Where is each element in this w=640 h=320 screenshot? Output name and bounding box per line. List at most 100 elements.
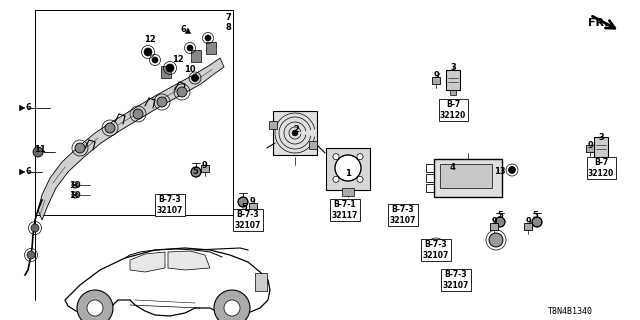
- Circle shape: [224, 300, 240, 316]
- Circle shape: [75, 143, 85, 153]
- Text: FR.: FR.: [588, 18, 609, 28]
- Circle shape: [191, 75, 198, 82]
- Text: B-7
32120: B-7 32120: [588, 158, 614, 178]
- Bar: [342, 188, 354, 196]
- Text: 3: 3: [450, 63, 456, 73]
- Bar: [524, 223, 532, 230]
- Circle shape: [191, 167, 201, 177]
- Circle shape: [333, 176, 339, 182]
- Circle shape: [292, 130, 298, 136]
- Text: 9: 9: [250, 197, 256, 206]
- Text: B-7
32120: B-7 32120: [440, 100, 466, 120]
- Circle shape: [335, 155, 361, 181]
- Bar: [206, 42, 216, 54]
- Text: 10: 10: [69, 190, 81, 199]
- Circle shape: [74, 184, 76, 186]
- Circle shape: [105, 123, 115, 133]
- Circle shape: [74, 194, 76, 196]
- Circle shape: [214, 290, 250, 320]
- Bar: [432, 77, 440, 84]
- Circle shape: [238, 197, 248, 207]
- Text: 6: 6: [180, 26, 186, 35]
- Text: B-7-3
32107: B-7-3 32107: [443, 270, 469, 290]
- Text: 7: 7: [225, 13, 231, 22]
- Bar: [426, 184, 434, 192]
- Bar: [594, 137, 608, 157]
- Text: 10: 10: [69, 180, 81, 189]
- Text: 3: 3: [598, 133, 604, 142]
- Polygon shape: [168, 251, 210, 270]
- Bar: [35, 10, 233, 215]
- Circle shape: [357, 154, 363, 160]
- Bar: [35, 10, 233, 215]
- Bar: [426, 164, 434, 172]
- Circle shape: [133, 109, 143, 119]
- Bar: [309, 141, 317, 149]
- Bar: [440, 164, 492, 188]
- Text: 6: 6: [25, 103, 31, 113]
- Bar: [201, 165, 209, 172]
- Circle shape: [333, 154, 339, 160]
- Circle shape: [31, 224, 39, 232]
- Polygon shape: [38, 58, 224, 220]
- Bar: [598, 157, 604, 162]
- Polygon shape: [130, 252, 165, 272]
- Circle shape: [33, 147, 43, 157]
- Bar: [273, 111, 317, 155]
- Circle shape: [166, 64, 174, 72]
- Text: B-7-3
32107: B-7-3 32107: [423, 240, 449, 260]
- Bar: [426, 174, 434, 182]
- Circle shape: [177, 87, 187, 97]
- Bar: [446, 70, 460, 90]
- Text: 4: 4: [450, 163, 456, 172]
- Bar: [161, 66, 171, 78]
- Text: 5: 5: [192, 167, 198, 177]
- Bar: [490, 223, 498, 230]
- Circle shape: [489, 233, 503, 247]
- Text: 6: 6: [25, 167, 31, 177]
- Circle shape: [87, 300, 103, 316]
- Circle shape: [77, 290, 113, 320]
- Bar: [434, 159, 502, 197]
- Text: 8: 8: [225, 23, 231, 33]
- Circle shape: [357, 176, 363, 182]
- Text: 1: 1: [345, 170, 351, 179]
- Polygon shape: [19, 169, 25, 175]
- Circle shape: [495, 217, 505, 227]
- Polygon shape: [65, 248, 270, 316]
- Text: 5: 5: [497, 212, 503, 220]
- Text: B-7-1
32117: B-7-1 32117: [332, 200, 358, 220]
- Text: 9: 9: [491, 218, 497, 227]
- Text: 9: 9: [433, 70, 439, 79]
- Text: 5: 5: [241, 204, 247, 212]
- Bar: [326, 148, 370, 190]
- Text: 12: 12: [172, 55, 184, 65]
- Text: 13: 13: [494, 167, 506, 177]
- Bar: [255, 273, 267, 291]
- Bar: [586, 145, 594, 152]
- Polygon shape: [185, 28, 191, 34]
- Bar: [269, 121, 277, 129]
- Bar: [191, 50, 201, 62]
- Text: B-7-3
32107: B-7-3 32107: [157, 195, 183, 215]
- Text: 9: 9: [525, 218, 531, 227]
- Bar: [450, 90, 456, 95]
- Circle shape: [27, 251, 35, 259]
- Circle shape: [205, 35, 211, 41]
- Circle shape: [187, 45, 193, 51]
- Bar: [249, 203, 257, 210]
- Text: 9: 9: [587, 140, 593, 149]
- Text: 9: 9: [202, 161, 208, 170]
- Text: B-7-3
32107: B-7-3 32107: [390, 205, 416, 225]
- Circle shape: [144, 48, 152, 56]
- Text: 10: 10: [184, 66, 196, 75]
- Circle shape: [509, 166, 515, 173]
- Circle shape: [429, 241, 443, 255]
- Text: T8N4B1340: T8N4B1340: [547, 308, 593, 316]
- Circle shape: [532, 217, 542, 227]
- Text: 11: 11: [34, 146, 46, 155]
- Text: 12: 12: [144, 36, 156, 44]
- Text: B-7-3
32107: B-7-3 32107: [235, 210, 261, 230]
- Text: 5: 5: [532, 212, 538, 220]
- Circle shape: [157, 97, 167, 107]
